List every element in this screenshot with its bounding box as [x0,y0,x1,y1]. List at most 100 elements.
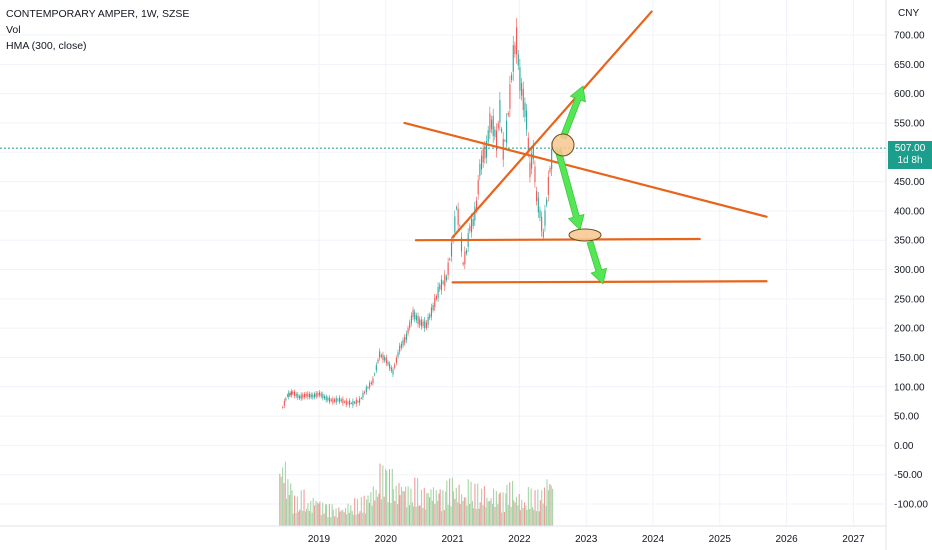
candle-body [475,200,478,210]
indicator-vol[interactable]: Vol [6,24,21,36]
volume-bar [487,501,489,526]
volume-bar [312,498,314,526]
candle-body [327,397,329,401]
volume-bar [513,499,515,526]
candle-body [479,163,481,176]
volume-bar [499,492,501,526]
volume-bar [422,507,424,526]
indicator-hma[interactable]: HMA (300, close) [6,40,87,52]
candle-body [360,397,362,399]
time-tick-label: 2025 [709,534,732,545]
volume-bar [427,493,429,526]
volume-bar [298,511,300,526]
candle-body [293,391,296,396]
volume-bar [552,488,554,526]
candle-body [450,242,453,257]
candle-body [302,394,304,398]
price-axis[interactable]: 700.00650.00600.00550.00500.00450.00400.… [894,31,928,511]
time-tick-label: 2026 [775,534,798,545]
volume-bar [502,492,504,526]
candle-body [444,274,446,287]
last-price-value: 507.00 [894,143,926,155]
candle-body [389,363,391,369]
highlight-ellipse-lower [568,228,602,242]
candle-body [322,394,324,399]
volume-bar [446,480,448,526]
volume-bar [407,486,409,526]
volume-bar [445,491,447,526]
candle-body [459,225,461,227]
volume-bar [380,499,382,526]
candle-body [407,328,409,334]
candle-body [434,297,436,308]
volume-bar [537,489,539,526]
candle-body [354,402,356,404]
volume-bar [550,485,552,526]
volume-bar [360,496,362,526]
candle-body [409,322,411,328]
candle-body [325,396,327,401]
candle-body [345,400,347,405]
volume-bar [523,502,526,526]
candle-body [460,237,463,252]
candle-body [487,130,489,142]
candle-body [527,137,529,153]
candle-body [497,123,499,129]
time-axis[interactable]: 2019 2020 2021 2022 2023 2024 2025 2026 2027 [308,534,865,545]
price-tick-label: 100.00 [894,382,925,393]
volume-bar [374,500,376,526]
volume-bar [539,500,541,526]
volume-bar [461,494,463,526]
candle-body [480,155,483,170]
volume-bar [370,492,372,526]
candle-body [369,382,371,388]
candle-body [404,336,406,343]
candle-body [484,145,486,159]
volume-bar [505,493,507,526]
candle-body [385,357,387,364]
volume-bar [324,504,327,526]
volume-bar [457,502,459,526]
volume-bar [300,490,302,526]
candle-body [429,314,431,319]
volume-bar [327,517,329,526]
candle-body [449,258,451,260]
symbol-title[interactable]: CONTEMPORARY AMPER, 1W, SZSE [6,8,190,20]
candle-body [437,286,439,298]
candle-body [286,395,289,397]
candle-body [352,400,354,406]
volume-bars [279,461,554,526]
candle-body [491,119,493,130]
volume-bar [359,511,361,526]
bar-countdown: 1d 8h [897,155,923,167]
volume-bar [356,498,359,526]
volume-bar [294,495,296,526]
price-tick-label: 300.00 [894,265,925,276]
volume-bar [431,500,433,526]
drawings[interactable] [403,10,768,285]
candle-body [382,354,384,361]
candle-body [519,67,521,91]
volume-bar [340,510,342,526]
candle-body [414,312,416,320]
volume-bar [455,487,457,526]
candle-body [506,120,508,143]
volume-bar [339,511,341,526]
plot-area[interactable] [0,0,886,526]
price-tick-label: 700.00 [894,31,925,42]
volume-bar [432,487,434,526]
volume-bar [458,484,460,526]
volume-bar [390,503,392,526]
volume-bar [342,509,344,526]
candle-body [300,394,302,399]
volume-bar [362,512,364,526]
volume-bar [474,483,476,526]
candle-body [516,27,518,55]
volume-bar [322,502,324,526]
volume-bar [391,468,393,526]
volume-bar [443,509,445,526]
volume-bar [386,470,388,526]
volume-bar [475,508,477,526]
volume-bar [546,479,548,526]
